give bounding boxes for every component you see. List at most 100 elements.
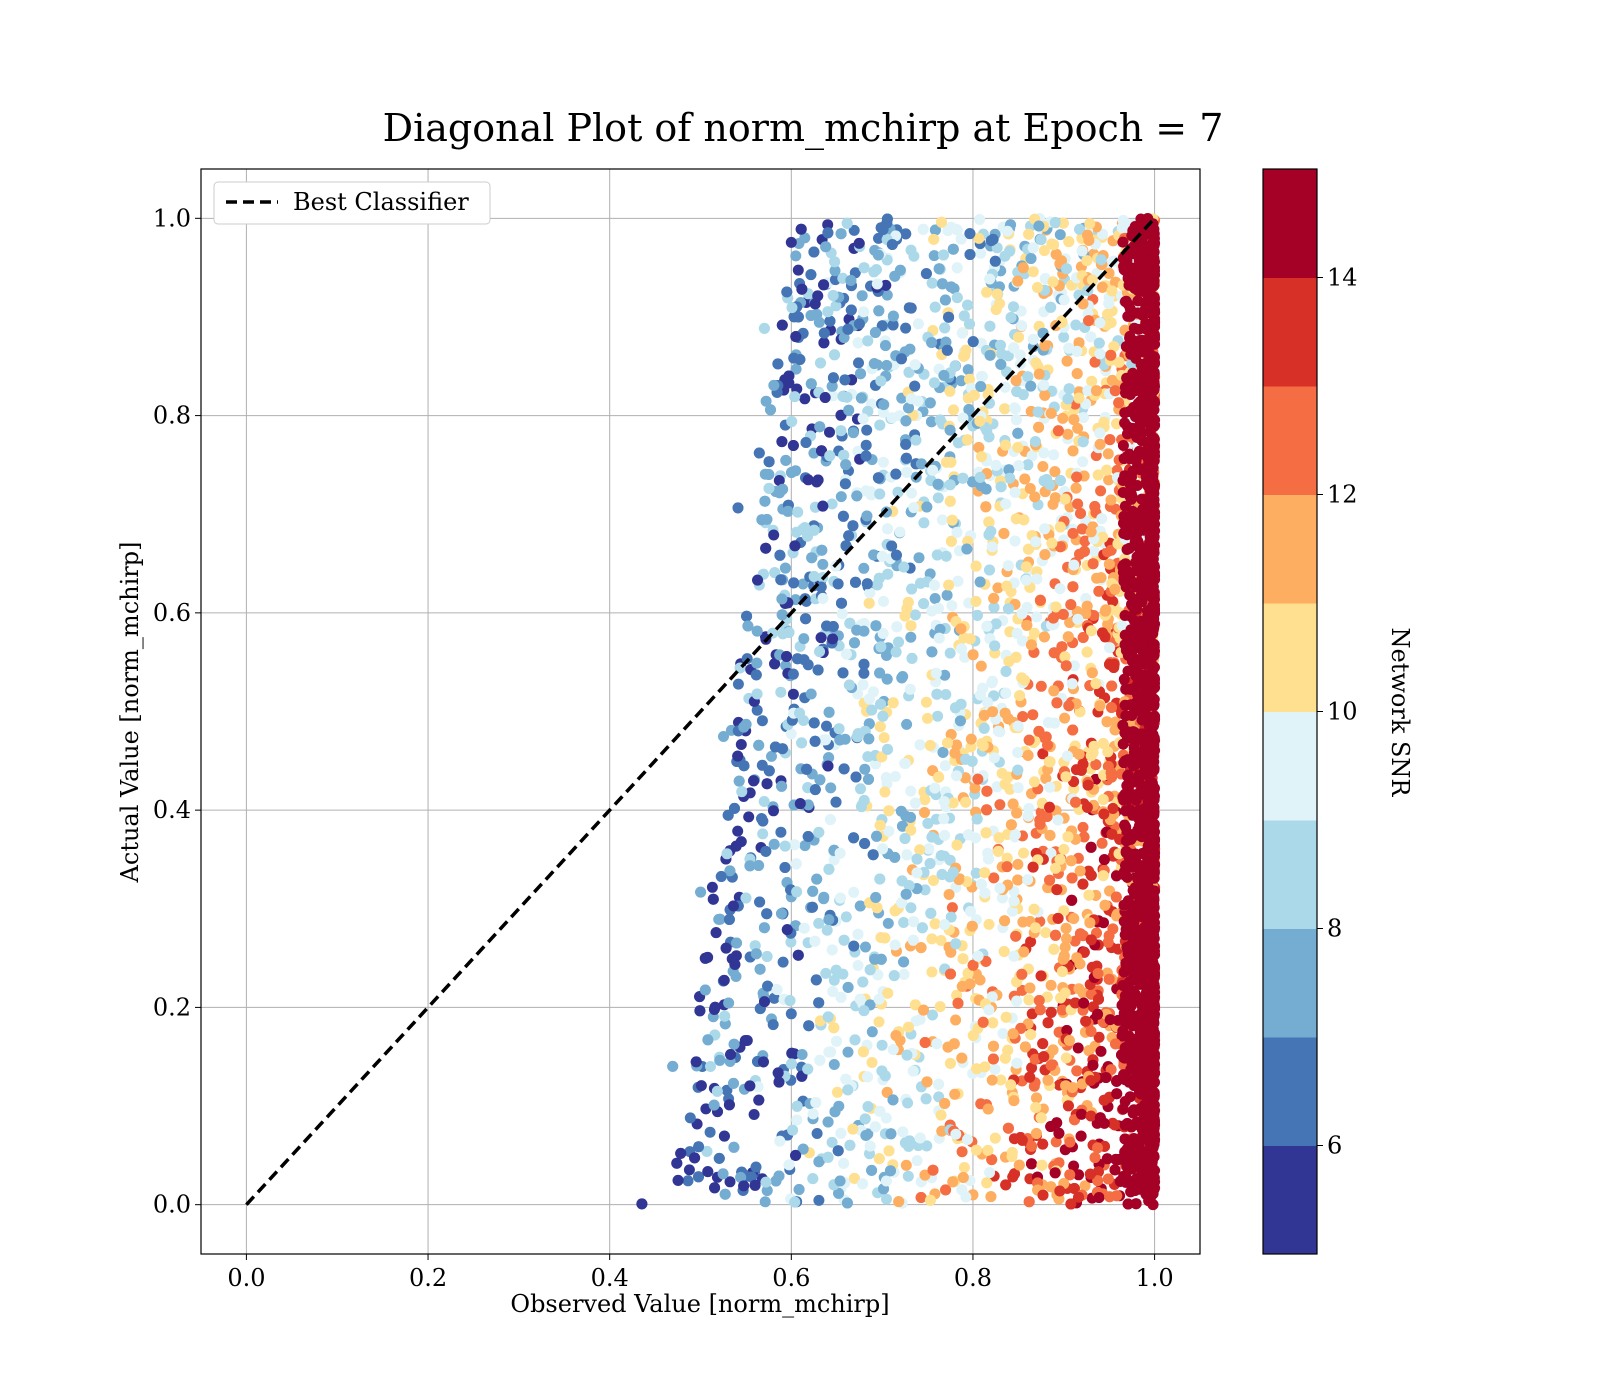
scatter-point — [820, 241, 832, 253]
scatter-point — [1009, 535, 1021, 547]
scatter-point — [702, 1166, 714, 1178]
scatter-point — [1007, 1028, 1019, 1040]
scatter-point — [890, 646, 902, 658]
scatter-point — [848, 886, 860, 898]
scatter-point — [845, 275, 857, 286]
scatter-point — [1023, 228, 1035, 240]
scatter-point — [744, 860, 756, 872]
scatter-point — [768, 992, 780, 1004]
scatter-point — [793, 1184, 805, 1195]
scatter-point — [788, 577, 800, 589]
scatter-point — [874, 873, 886, 885]
scatter-point — [1083, 1045, 1095, 1057]
scatter-point — [1097, 794, 1109, 805]
scatter-point — [1084, 917, 1096, 929]
scatter-point — [842, 323, 854, 335]
scatter-point — [870, 892, 882, 903]
scatter-point — [825, 782, 837, 794]
scatter-point — [919, 1037, 931, 1048]
scatter-point — [805, 269, 817, 281]
scatter-point — [860, 1129, 872, 1141]
scatter-point — [1082, 385, 1094, 397]
scatter-point — [828, 974, 840, 986]
scatter-point — [823, 914, 835, 926]
scatter-point — [711, 1085, 723, 1097]
scatter-point — [967, 336, 979, 348]
scatter-point — [970, 1144, 982, 1156]
scatter-point — [1039, 340, 1051, 352]
scatter-point — [925, 907, 937, 919]
scatter-point — [944, 385, 956, 397]
scatter-point — [1030, 1128, 1042, 1139]
scatter-point — [1012, 782, 1024, 794]
scatter-point — [906, 652, 918, 664]
scatter-point — [835, 491, 847, 503]
scatter-point — [897, 1126, 909, 1138]
scatter-point — [1094, 438, 1106, 450]
scatter-point — [1019, 1041, 1031, 1053]
scatter-point — [1072, 422, 1084, 434]
scatter-point — [932, 710, 944, 722]
scatter-point — [1025, 253, 1037, 264]
scatter-point — [990, 459, 1002, 471]
scatter-point — [830, 796, 842, 808]
scatter-point — [900, 888, 912, 900]
scatter-point — [1012, 427, 1024, 439]
scatter-point — [1102, 1173, 1114, 1185]
scatter-point — [881, 289, 893, 301]
scatter-point — [1034, 594, 1046, 606]
scatter-point — [997, 1028, 1009, 1039]
scatter-point — [995, 358, 1007, 370]
scatter-point — [1100, 1072, 1112, 1083]
scatter-point — [924, 740, 936, 751]
scatter-point — [1051, 884, 1063, 896]
scatter-point — [1057, 217, 1069, 229]
scatter-point — [928, 377, 940, 389]
scatter-point — [1065, 855, 1077, 867]
scatter-point — [701, 1145, 713, 1157]
scatter-point — [814, 421, 826, 433]
scatter-point — [939, 669, 951, 681]
scatter-point — [834, 892, 846, 904]
scatter-point — [996, 892, 1008, 904]
scatter-point — [983, 918, 995, 930]
scatter-point — [937, 746, 949, 758]
scatter-point — [1085, 934, 1097, 946]
scatter-point — [818, 327, 830, 339]
scatter-point — [827, 633, 839, 645]
scatter-point — [824, 315, 836, 327]
scatter-point — [1085, 331, 1097, 343]
scatter-point — [910, 1015, 922, 1027]
scatter-point — [813, 1156, 825, 1168]
scatter-point — [873, 1016, 885, 1028]
scatter-point — [905, 811, 916, 823]
scatter-point — [858, 562, 870, 574]
scatter-point — [1042, 1074, 1054, 1086]
scatter-point — [756, 715, 768, 727]
scatter-point — [735, 1171, 747, 1183]
scatter-point — [799, 232, 811, 244]
scatter-point — [817, 500, 829, 512]
scatter-point — [1061, 355, 1073, 367]
scatter-point — [779, 840, 791, 852]
scatter-point — [982, 1103, 994, 1115]
scatter-point — [988, 752, 1000, 764]
scatter-point — [995, 339, 1006, 351]
scatter-point — [979, 887, 991, 899]
scatter-point — [890, 230, 902, 242]
scatter-point — [1074, 928, 1086, 940]
scatter-point — [736, 786, 748, 798]
scatter-point — [890, 549, 902, 561]
scatter-point — [943, 889, 955, 900]
scatter-point — [948, 404, 959, 416]
scatter-point — [984, 564, 995, 576]
scatter-point — [1034, 814, 1046, 826]
scatter-point — [1107, 803, 1119, 814]
scatter-point — [980, 483, 992, 495]
scatter-point — [978, 709, 990, 721]
scatter-point — [756, 813, 768, 825]
scatter-point — [861, 510, 873, 522]
scatter-point — [864, 1140, 876, 1152]
scatter-point — [900, 322, 912, 334]
